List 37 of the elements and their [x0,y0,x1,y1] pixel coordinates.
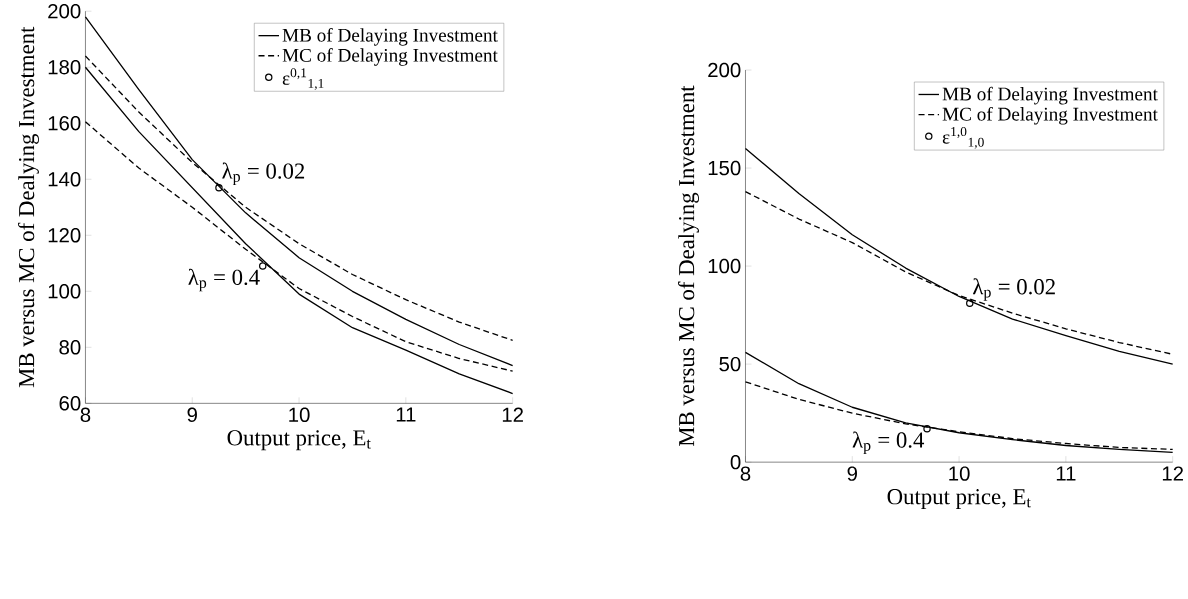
legend-label: MB of Delaying Investment [282,27,498,46]
annotation: λ$_{p}$ = 0.02 [222,162,305,185]
y-tick-label: 150 [708,160,741,176]
annotation: λ$_{p}$ = 0.4 [852,431,925,454]
x-tick-label: 9 [187,407,197,422]
x-tick-label: 9 [847,466,857,481]
annotation: λ$_{p}$ = 0.02 [972,277,1055,301]
y-tick-label: 120 [48,227,81,243]
y-tick-label: 160 [48,115,81,131]
y-tick-label: 140 [48,171,81,187]
x-tick-label: 10 [949,466,970,481]
y-tick-label: 50 [719,356,741,372]
y-axis-title: MB versus MC of Dealying Investment [678,85,699,446]
x-axis-title: Output price, E$_{t}$ [887,488,1031,509]
legend-label: ε$^{0,1}$1,1 [282,68,324,90]
y-tick-label: 0 [730,454,741,470]
y-tick-label: 100 [48,283,81,299]
x-tick-label: 12 [502,407,523,422]
annotation: λ$_{p}$ = 0.4 [188,268,260,292]
x-tick-label: 8 [80,407,91,422]
y-tick-label: 60 [59,395,81,411]
x-tick-label: 11 [396,407,416,422]
x-tick-label: 8 [740,466,751,481]
legend-label: MC of Delaying Investment [282,47,498,66]
y-tick-label: 200 [48,3,81,19]
x-axis-title: Output price, E$_{t}$ [227,430,371,450]
y-tick-label: 100 [708,258,741,274]
y-axis-title: MB versus MC of Dealying Investment [18,26,39,388]
x-tick-label: 10 [289,407,310,422]
y-tick-label: 80 [59,339,81,355]
y-tick-label: 200 [708,62,741,78]
legend-label: MB of Delaying Investment [942,86,1158,105]
legend-label: MC of Delaying Investment [942,106,1158,125]
x-tick-label: 12 [1162,466,1183,481]
x-tick-label: 11 [1056,466,1076,481]
legend-label: ε$^{1,0}$1,0 [942,126,984,149]
y-tick-label: 180 [48,59,81,75]
